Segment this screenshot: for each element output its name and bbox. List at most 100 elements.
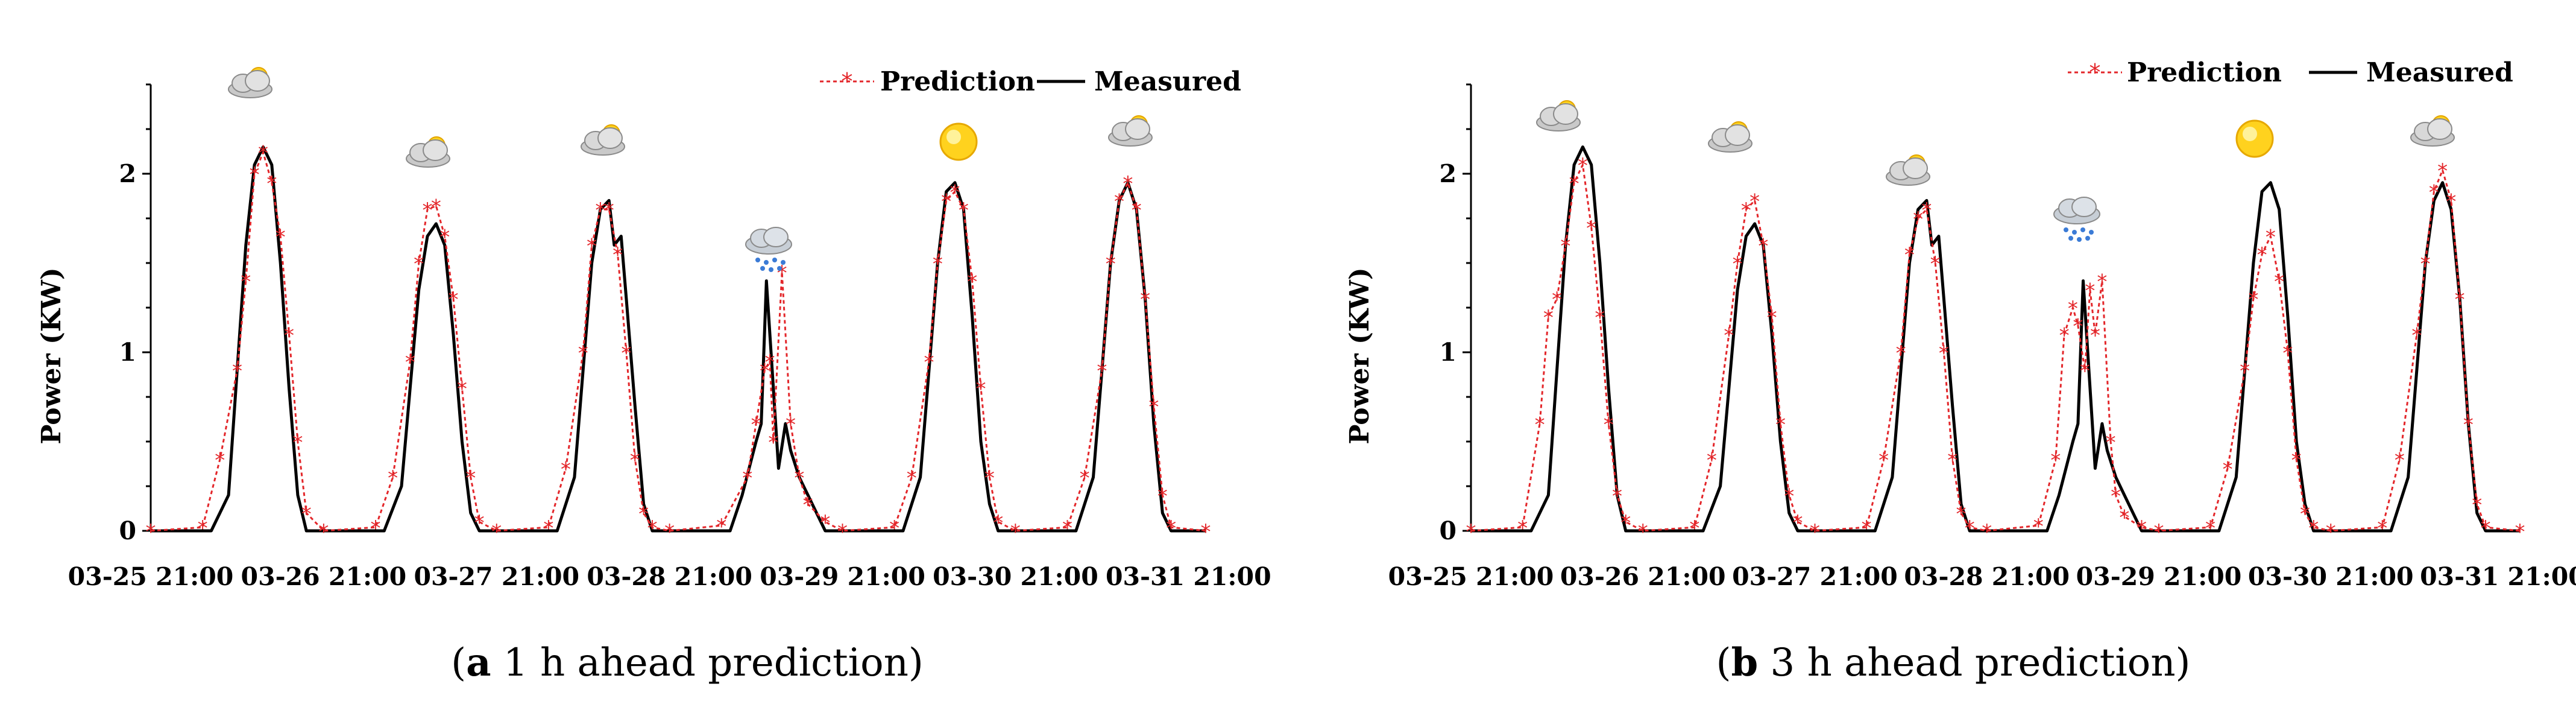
prediction-point: * bbox=[2080, 360, 2090, 384]
prediction-point: * bbox=[604, 198, 614, 223]
prediction-point: * bbox=[2097, 270, 2107, 294]
prediction-point: * bbox=[1878, 449, 1889, 473]
cloudy-weather-icon bbox=[1708, 121, 1752, 153]
prediction-point: * bbox=[1560, 234, 1570, 258]
prediction-point: * bbox=[2429, 181, 2439, 205]
prediction-point: * bbox=[1123, 172, 1133, 196]
prediction-point: * bbox=[2153, 520, 2164, 544]
x-tick-label: 03-28 21:00 bbox=[1904, 562, 2070, 591]
prediction-point: * bbox=[292, 431, 303, 455]
prediction-point: * bbox=[1775, 413, 1786, 437]
prediction-point: * bbox=[1784, 484, 1794, 509]
prediction-point: * bbox=[777, 261, 787, 285]
prediction-point: * bbox=[1810, 520, 1820, 544]
prediction-point: * bbox=[2106, 431, 2116, 455]
prediction-point: * bbox=[2455, 288, 2465, 312]
prediction-point: * bbox=[1982, 520, 1992, 544]
prediction-point: * bbox=[924, 350, 934, 375]
series-line-prediction bbox=[150, 151, 1206, 532]
caption-letter: b bbox=[1731, 640, 1758, 685]
prediction-point: * bbox=[457, 377, 467, 401]
prediction-point: * bbox=[1010, 520, 1021, 544]
prediction-point: * bbox=[1604, 413, 1614, 437]
prediction-point: * bbox=[1749, 189, 1760, 214]
prediction-point: * bbox=[465, 466, 476, 490]
prediction-point: * bbox=[1896, 341, 1906, 366]
caption-a: (a 1 h ahead prediction) bbox=[451, 640, 924, 685]
x-tick-label: 03-31 21:00 bbox=[1106, 562, 1271, 591]
caption-b: (b 3 h ahead prediction) bbox=[1716, 640, 2190, 685]
prediction-point: * bbox=[388, 466, 398, 490]
y-tick-label: 2 bbox=[119, 159, 136, 188]
prediction-point: * bbox=[1148, 395, 1159, 419]
prediction-point: * bbox=[2420, 252, 2431, 276]
y-axis-label: Power (KW) bbox=[36, 267, 67, 444]
caption-text: 1 h ahead prediction bbox=[491, 641, 909, 685]
prediction-point: * bbox=[1733, 252, 1743, 276]
prediction-point: * bbox=[2090, 323, 2100, 347]
legend-star-prediction: * bbox=[2089, 59, 2101, 86]
prediction-point: * bbox=[820, 511, 830, 535]
prediction-point: * bbox=[1097, 360, 1107, 384]
x-tick-label: 03-26 21:00 bbox=[1560, 562, 1726, 591]
prediction-point: * bbox=[1552, 288, 1562, 312]
prediction-point: * bbox=[2266, 226, 2276, 250]
prediction-point: * bbox=[2257, 243, 2267, 267]
x-tick-label: 03-29 21:00 bbox=[760, 562, 925, 591]
legend-label-measured: Measured bbox=[1094, 66, 1241, 97]
prediction-point: * bbox=[2068, 297, 2078, 321]
prediction-point: * bbox=[889, 516, 899, 540]
cloudy-weather-icon bbox=[1536, 100, 1581, 132]
prediction-point: * bbox=[1956, 502, 1966, 526]
prediction-point: * bbox=[241, 270, 251, 294]
prediction-point: * bbox=[2395, 449, 2405, 473]
prediction-point: * bbox=[1638, 520, 1648, 544]
prediction-point: * bbox=[491, 520, 502, 544]
prediction-point: * bbox=[768, 431, 778, 455]
prediction-point: * bbox=[587, 234, 597, 258]
prediction-point: * bbox=[2446, 189, 2456, 214]
series-line-prediction bbox=[1470, 163, 2521, 532]
prediction-point: * bbox=[613, 243, 623, 267]
prediction-point: * bbox=[2480, 516, 2490, 540]
legend: * Prediction Measured bbox=[2068, 57, 2513, 88]
prediction-point: * bbox=[2119, 505, 2129, 530]
prediction-point: * bbox=[1132, 198, 1142, 223]
cloudy-weather-icon bbox=[581, 124, 625, 156]
prediction-point: * bbox=[2291, 449, 2302, 473]
prediction-point: * bbox=[2437, 159, 2448, 183]
prediction-point: * bbox=[318, 520, 329, 544]
prediction-point: * bbox=[1612, 484, 1622, 509]
prediction-point: * bbox=[423, 198, 433, 223]
prediction-point: * bbox=[2033, 515, 2044, 539]
prediction-point: * bbox=[959, 198, 969, 223]
prediction-point: * bbox=[2085, 279, 2095, 303]
prediction-point: * bbox=[1939, 341, 1949, 366]
prediction-point: * bbox=[2137, 516, 2147, 540]
x-tick-label: 03-29 21:00 bbox=[2076, 562, 2242, 591]
prediction-point: * bbox=[1930, 252, 1941, 276]
legend-star-prediction: * bbox=[842, 68, 853, 95]
prediction-point: * bbox=[1569, 172, 1579, 196]
prediction-point: * bbox=[2059, 323, 2070, 347]
series-line-measured bbox=[1471, 145, 2520, 533]
prediction-point: * bbox=[2248, 288, 2258, 312]
prediction-point: * bbox=[1062, 516, 1072, 540]
prediction-point: * bbox=[1201, 520, 1211, 544]
prediction-point: * bbox=[2223, 457, 2233, 481]
prediction-point: * bbox=[1157, 484, 1168, 509]
x-tick-label: 03-31 21:00 bbox=[2420, 562, 2576, 591]
prediction-point: * bbox=[638, 502, 649, 526]
prediction-point: * bbox=[621, 341, 631, 366]
prediction-point: * bbox=[2205, 516, 2215, 540]
y-tick-label: 1 bbox=[119, 338, 136, 367]
series-line-measured bbox=[151, 145, 1206, 533]
prediction-point: * bbox=[2326, 520, 2336, 544]
prediction-point: * bbox=[561, 457, 571, 481]
prediction-point: * bbox=[1114, 189, 1124, 214]
prediction-point: * bbox=[2282, 341, 2293, 366]
prediction-point: * bbox=[1767, 306, 1777, 330]
